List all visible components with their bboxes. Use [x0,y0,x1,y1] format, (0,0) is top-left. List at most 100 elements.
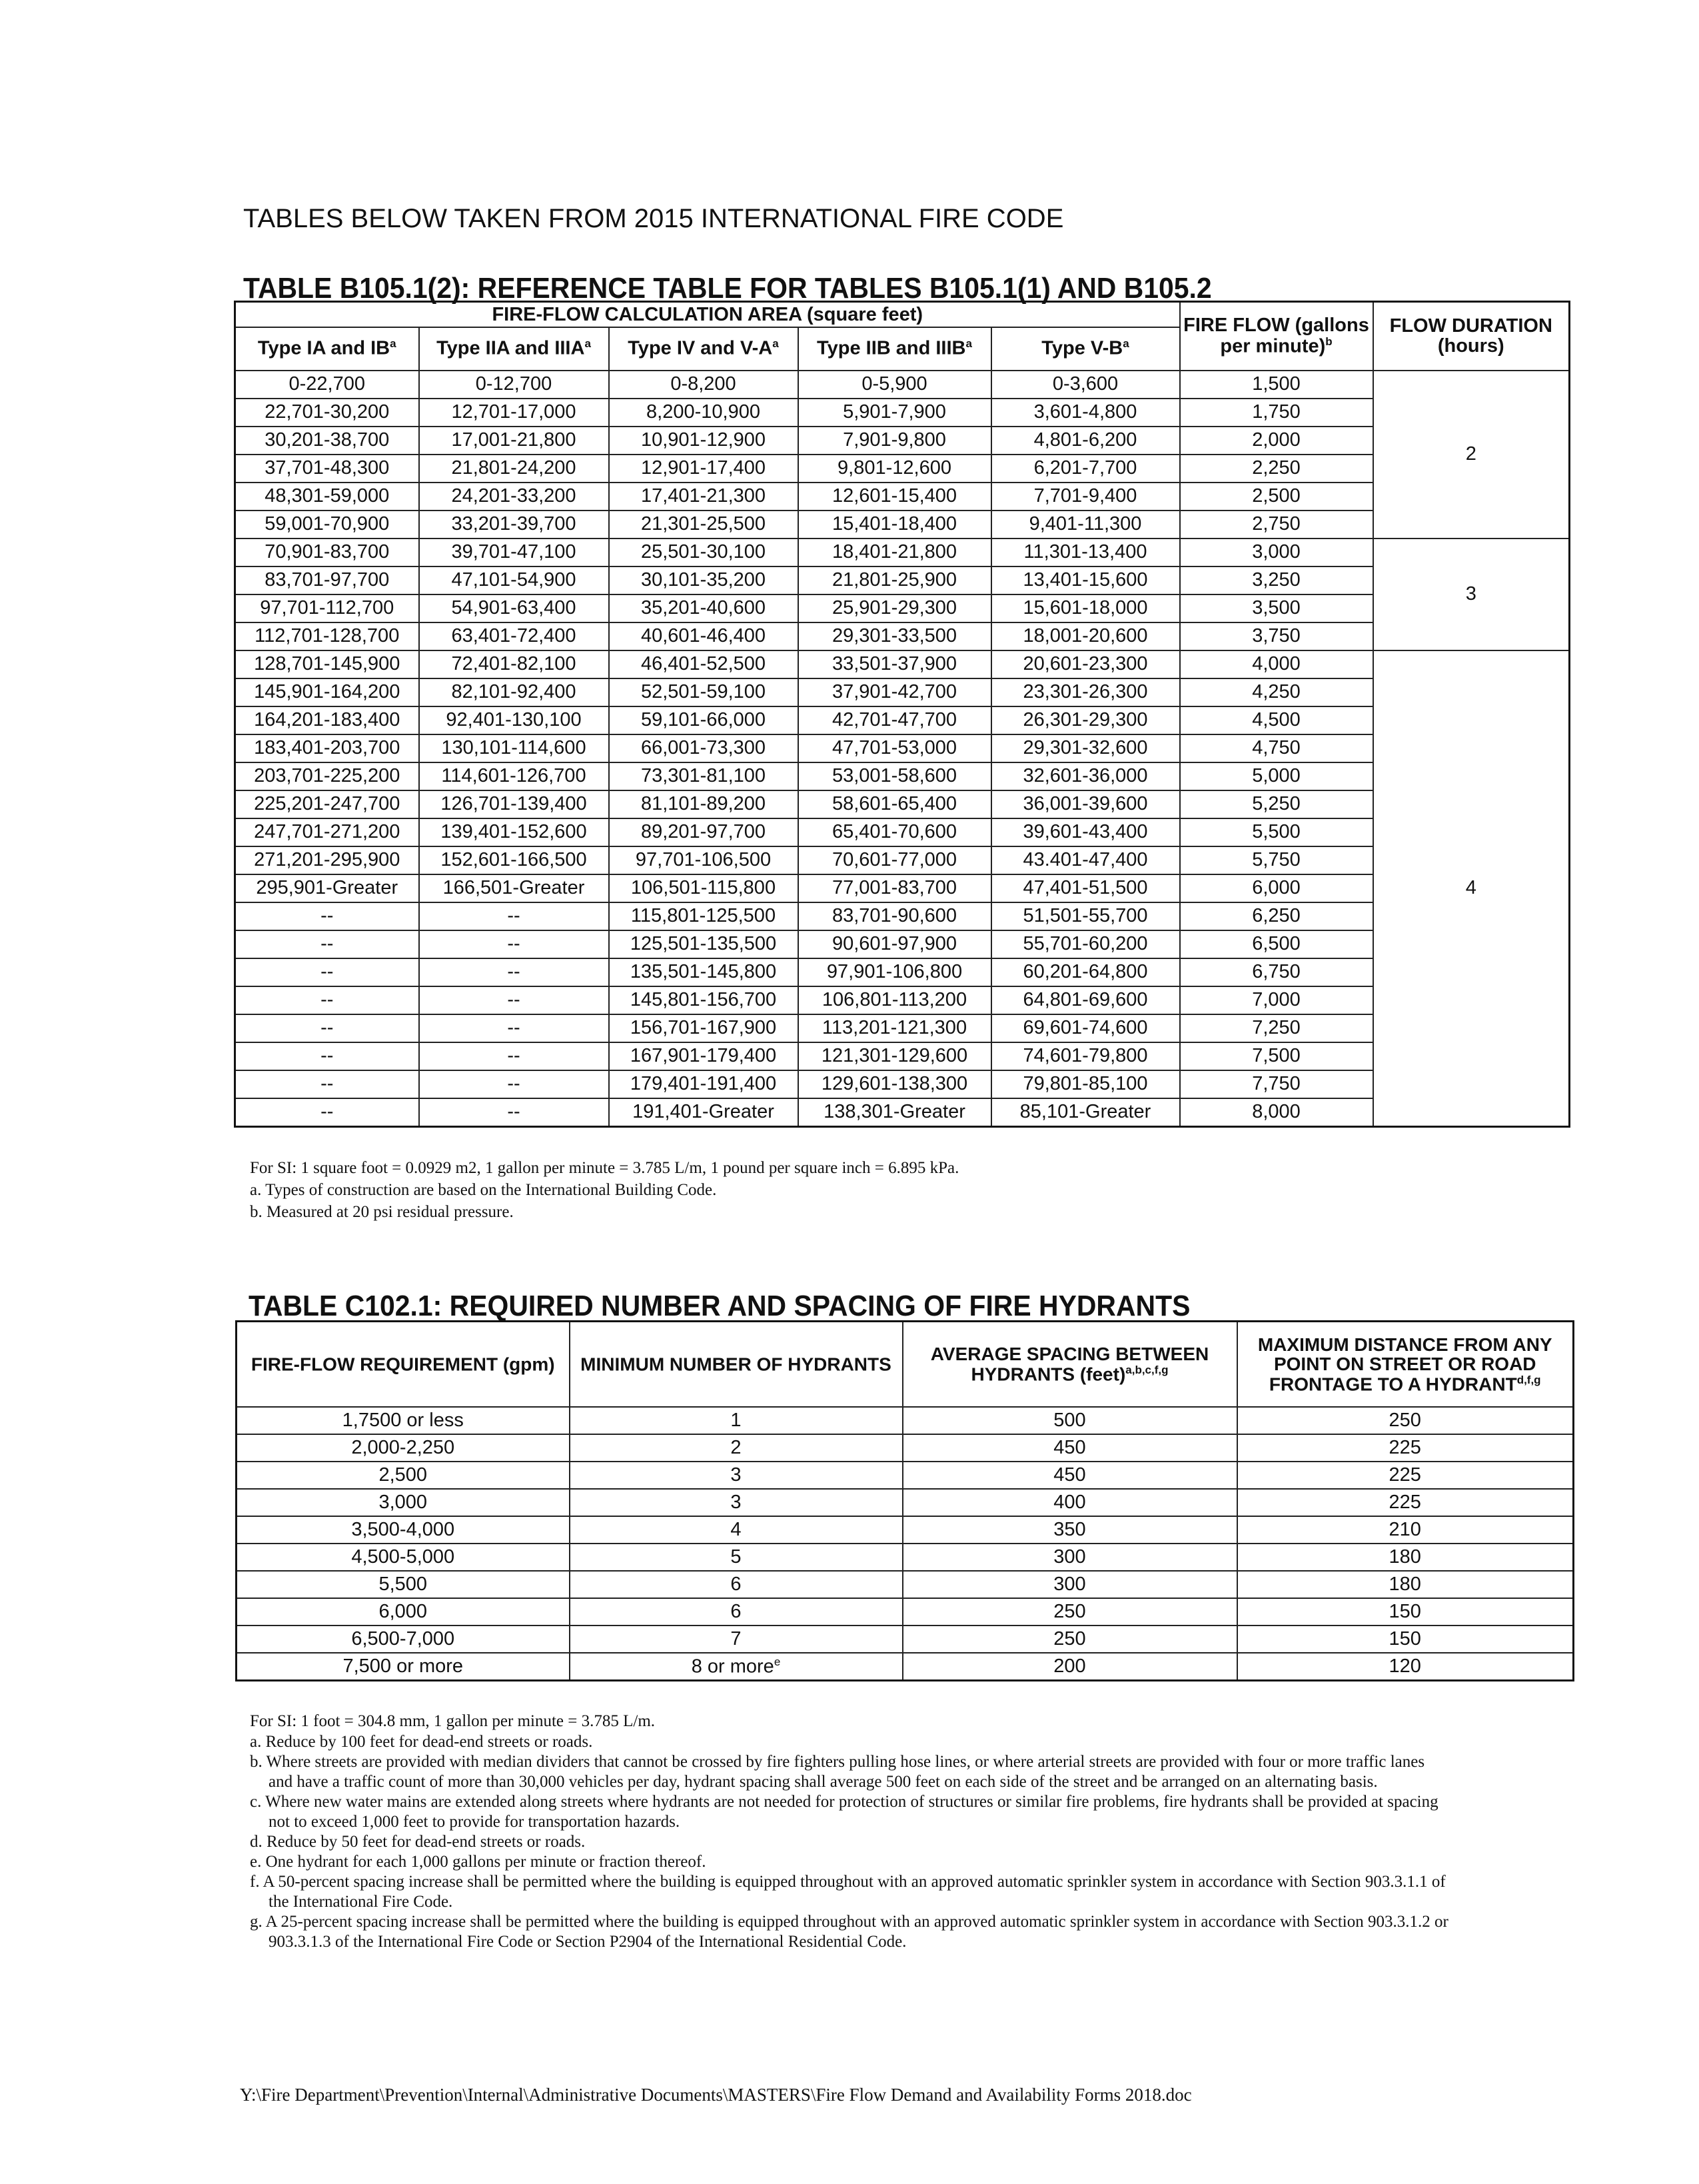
column-header: MINIMUM NUMBER OF HYDRANTS [568,1320,903,1408]
table-cell: 13,401-15,600 [990,565,1181,595]
table-cell: 9,801-12,600 [797,453,992,483]
table-cell: 112,701-128,700 [234,621,420,651]
table-cell: 400 [901,1488,1238,1517]
table-cell: 85,101-Greater [990,1097,1181,1127]
note: d. Reduce by 50 feet for dead-end street… [250,1833,586,1851]
column-label: FIRE-FLOW REQUIREMENT (gpm) [251,1354,555,1375]
table-row: 247,701-271,200 139,401-152,600 89,201-97,… [234,817,1570,847]
table-row: 6,500-7,000 7 250 150 [235,1625,1574,1653]
footnote-ref: a [772,337,779,351]
cell-value: 225 [1389,1492,1421,1514]
column-label: Type IIB and IIIB [817,338,966,360]
flow-duration-cell: 2 [1372,369,1570,539]
table-cell: 7,000 [1179,985,1374,1015]
table-cell: 6 [568,1570,903,1599]
cell-value: 450 [1053,1437,1086,1459]
table-cell: 4,500-5,000 [235,1543,570,1572]
cell-value: 250 [1053,1628,1086,1650]
table-cell: 64,801-69,600 [990,985,1181,1015]
table-cell: 4 [568,1516,903,1544]
table-row: -- -- 125,501-135,500 90,601-97,900 55,701-6… [234,929,1570,959]
table-cell: 20,601-23,300 [990,649,1181,679]
table-cell: 203,701-225,200 [234,761,420,791]
table-row: 7,500 or more 8 or moree 200 120 [235,1652,1574,1681]
column-header: FIRE FLOW (gallons per minute)b [1179,301,1374,371]
table-cell: 23,301-26,300 [990,677,1181,707]
note: For SI: 1 foot = 304.8 mm, 1 gallon per … [250,1712,656,1730]
cell-value: 3,500-4,000 [351,1519,455,1541]
table-cell: 2,500 [235,1461,570,1490]
table-cell: 156,701-167,900 [608,1013,799,1043]
table-cell: 46,401-52,500 [608,649,799,679]
table-cell: 4,250 [1179,677,1374,707]
table-cell: 135,501-145,800 [608,957,799,987]
table-cell: -- [418,929,610,959]
cell-value: 350 [1053,1519,1086,1541]
table-row: 30,201-38,700 17,001-21,800 10,901-12,900 7… [234,425,1570,455]
table-cell: 210 [1236,1516,1574,1544]
note: g. A 25-percent spacing increase shall b… [250,1913,1448,1951]
note: a. Reduce by 100 feet for dead-end stree… [250,1733,593,1751]
table-cell: 12,601-15,400 [797,481,992,511]
table-row: 225,201-247,700 126,701-139,400 81,101-89,… [234,789,1570,819]
table-cell: 247,701-271,200 [234,817,420,847]
note: b. Measured at 20 psi residual pressure. [250,1203,514,1221]
table-cell: 59,101-66,000 [608,705,799,735]
cell-value: 5 [730,1546,742,1568]
cell-value: 2 [730,1437,742,1459]
column-label: MAXIMUM DISTANCE FROM ANY POINT ON STREE… [1257,1334,1552,1394]
table-row: -- -- 135,501-145,800 97,901-106,800 60,201-… [234,957,1570,987]
table-cell: -- [234,1069,420,1099]
fire-flow-reference-table: FIRE-FLOW CALCULATION AREA (square feet)… [234,301,1571,1128]
cell-value: 500 [1053,1410,1086,1432]
table-cell: 81,101-89,200 [608,789,799,819]
table-cell: 8 or moree [568,1652,903,1681]
table-cell: 150 [1236,1598,1574,1626]
table-cell: 7,250 [1179,1013,1374,1043]
cell-value: 4,500-5,000 [351,1546,455,1568]
cell-value: 225 [1389,1464,1421,1486]
table-cell: 0-8,200 [608,369,799,399]
table-cell: -- [418,985,610,1015]
table-cell: 74,601-79,800 [990,1041,1181,1071]
column-header: Type IIA and IIIAa [418,326,610,371]
table-row: 48,301-59,000 24,201-33,200 17,401-21,300 1… [234,481,1570,511]
column-label: Type IV and V-A [628,338,773,360]
cell-value: 6,000 [378,1601,428,1623]
cell-value: 120 [1389,1655,1421,1677]
table-cell: 128,701-145,900 [234,649,420,679]
table-cell: 3,500 [1179,593,1374,623]
table-cell: 90,601-97,900 [797,929,992,959]
table-cell: 30,101-35,200 [608,565,799,595]
table-cell: 3,250 [1179,565,1374,595]
cell-value: 6,500-7,000 [351,1628,455,1650]
table-row: 271,201-295,900 152,601-166,500 97,701-106… [234,845,1570,875]
column-header: AVERAGE SPACING BETWEEN HYDRANTS (feet)a… [901,1320,1238,1408]
footnote-ref: a [1123,337,1129,351]
table-cell: 250 [1236,1406,1574,1435]
table-cell: 2,500 [1179,481,1374,511]
table-cell: 29,301-33,500 [797,621,992,651]
table-cell: 7,750 [1179,1069,1374,1099]
table-cell: 18,401-21,800 [797,537,992,567]
cell-value: 6 [730,1574,742,1596]
table-cell: 12,701-17,000 [418,397,610,427]
table-cell: 138,301-Greater [797,1097,992,1127]
footnote-ref: a [965,337,972,351]
table-cell: 7 [568,1625,903,1653]
table-cell: 167,901-179,400 [608,1041,799,1071]
table-cell: 225 [1236,1461,1574,1490]
table-cell: 2,750 [1179,509,1374,539]
table-cell: 4,750 [1179,733,1374,763]
table-cell: 183,401-203,700 [234,733,420,763]
table-cell: 121,301-129,600 [797,1041,992,1071]
table-cell: 18,001-20,600 [990,621,1181,651]
table-cell: 4,000 [1179,649,1374,679]
table-cell: 83,701-90,600 [797,901,992,931]
table-cell: 11,301-13,400 [990,537,1181,567]
column-header: Type IA and IBa [234,326,420,371]
table-row: 128,701-145,900 72,401-82,100 46,401-52,50… [234,649,1570,1127]
table-cell: 3,500-4,000 [235,1516,570,1544]
table-cell: 0-5,900 [797,369,992,399]
file-path-footer: Y:\Fire Department\Prevention\Internal\A… [240,2085,1192,2105]
